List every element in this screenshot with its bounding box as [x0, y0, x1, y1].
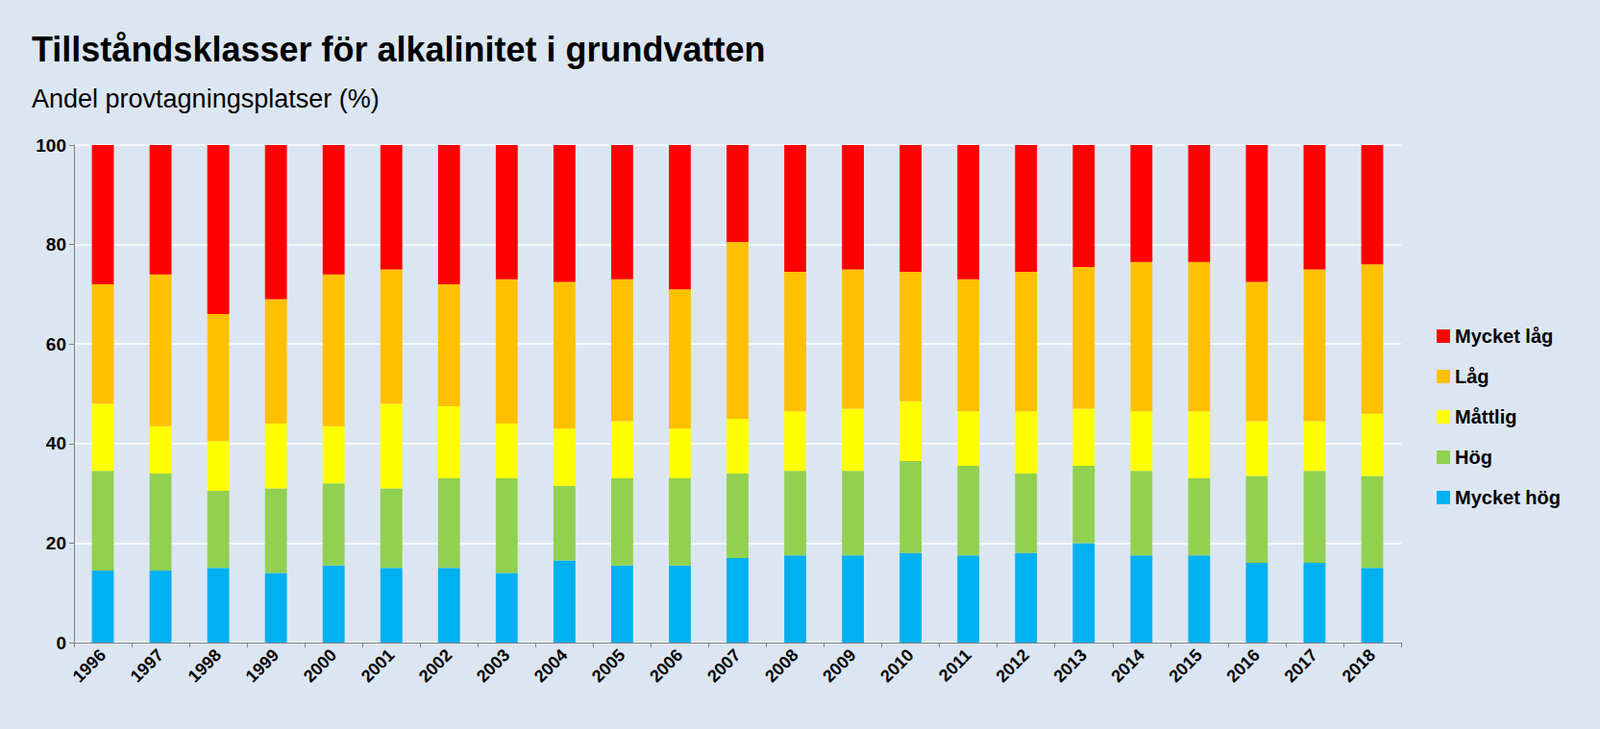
svg-text:2008: 2008 [761, 645, 802, 687]
svg-text:1999: 1999 [242, 645, 283, 687]
svg-text:2004: 2004 [530, 645, 571, 687]
svg-text:Tillståndsklasser för alkalini: Tillståndsklasser för alkalinitet i grun… [31, 29, 766, 70]
svg-text:1996: 1996 [69, 645, 110, 687]
svg-text:80: 80 [46, 234, 67, 255]
svg-text:2017: 2017 [1280, 645, 1322, 687]
svg-text:2005: 2005 [588, 645, 629, 687]
svg-text:Andel provtagningsplatser (%): Andel provtagningsplatser (%) [31, 84, 380, 114]
svg-text:Hög: Hög [1454, 446, 1493, 468]
svg-text:2012: 2012 [991, 645, 1033, 687]
svg-text:1998: 1998 [184, 645, 225, 687]
svg-text:2016: 2016 [1223, 645, 1264, 687]
svg-text:2006: 2006 [645, 645, 687, 687]
svg-text:2018: 2018 [1338, 645, 1379, 687]
svg-text:100: 100 [35, 135, 67, 156]
svg-text:2007: 2007 [703, 645, 744, 687]
svg-text:20: 20 [46, 533, 67, 554]
svg-text:2000: 2000 [299, 645, 341, 687]
svg-text:2010: 2010 [876, 645, 917, 687]
svg-text:2002: 2002 [415, 645, 456, 687]
svg-text:2011: 2011 [935, 645, 976, 687]
svg-text:60: 60 [46, 334, 67, 355]
svg-text:0: 0 [55, 633, 67, 654]
svg-text:40: 40 [46, 433, 67, 454]
svg-text:Måttlig: Måttlig [1454, 406, 1517, 428]
svg-text:Låg: Låg [1454, 366, 1490, 388]
svg-text:2014: 2014 [1107, 645, 1148, 687]
svg-text:Mycket hög: Mycket hög [1454, 487, 1561, 509]
svg-text:2013: 2013 [1049, 645, 1090, 687]
svg-text:2001: 2001 [357, 645, 398, 687]
svg-text:2015: 2015 [1164, 645, 1206, 687]
svg-text:2003: 2003 [472, 645, 514, 687]
svg-text:Mycket låg: Mycket låg [1454, 325, 1553, 347]
svg-text:1997: 1997 [126, 645, 168, 687]
svg-text:2009: 2009 [818, 645, 860, 687]
